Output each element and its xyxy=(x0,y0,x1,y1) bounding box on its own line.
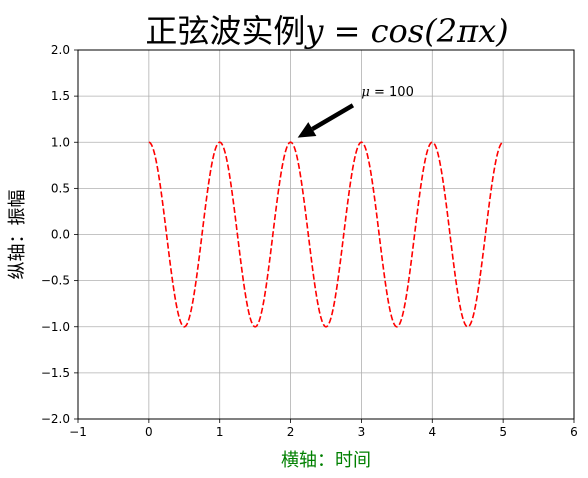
series-line xyxy=(148,141,504,328)
annotation-arrow-head xyxy=(297,122,317,138)
chart-title: 正弦波实例y = cos(2πx) xyxy=(145,12,508,50)
chart-title-cjk: 正弦波实例 xyxy=(145,12,305,50)
x-tick-label: 0 xyxy=(145,425,153,439)
axis-ticks: −1 0 1 2 3 4 5 6 −2.0 −1.5 −1.0 −0.5 0.0 0.5 1.0 1.5 2.0 xyxy=(41,43,578,439)
y-tick-label: 1.0 xyxy=(51,135,70,149)
y-tick-label: −2.0 xyxy=(41,412,70,426)
x-tick-label: −1 xyxy=(69,425,87,439)
x-tick-label: 4 xyxy=(428,425,436,439)
x-axis-label: 横轴：时间 xyxy=(281,450,371,471)
y-tick-label: 0.5 xyxy=(51,181,70,195)
x-tick-label: 1 xyxy=(216,425,224,439)
y-tick-label: −0.5 xyxy=(41,274,70,288)
svg-text:正弦波实例y = cos(2πx): 正弦波实例y = cos(2πx) xyxy=(145,12,508,50)
chart-title-formula: y = cos(2πx) xyxy=(303,12,508,50)
x-tick-label: 5 xyxy=(499,425,507,439)
y-tick-label: 1.5 xyxy=(51,89,70,103)
annotation-mu-symbol: μ xyxy=(361,85,369,100)
y-tick-label: 2.0 xyxy=(51,43,70,57)
y-axis-label: 纵轴：振幅 xyxy=(7,190,28,280)
y-tick-label: −1.0 xyxy=(41,320,70,334)
annotation-arrow-shaft xyxy=(311,103,355,132)
y-tick-label: −1.5 xyxy=(41,366,70,380)
series-layer xyxy=(148,141,504,328)
x-tick-label: 3 xyxy=(358,425,366,439)
grid-lines xyxy=(77,49,575,420)
y-tick-label: 0.0 xyxy=(51,228,70,242)
annotation-label: μ = 100 xyxy=(361,85,413,100)
x-tick-label: 2 xyxy=(287,425,295,439)
annotation-value: = 100 xyxy=(370,85,414,100)
annotation: μ = 100 xyxy=(297,85,414,138)
x-tick-label: 6 xyxy=(570,425,578,439)
